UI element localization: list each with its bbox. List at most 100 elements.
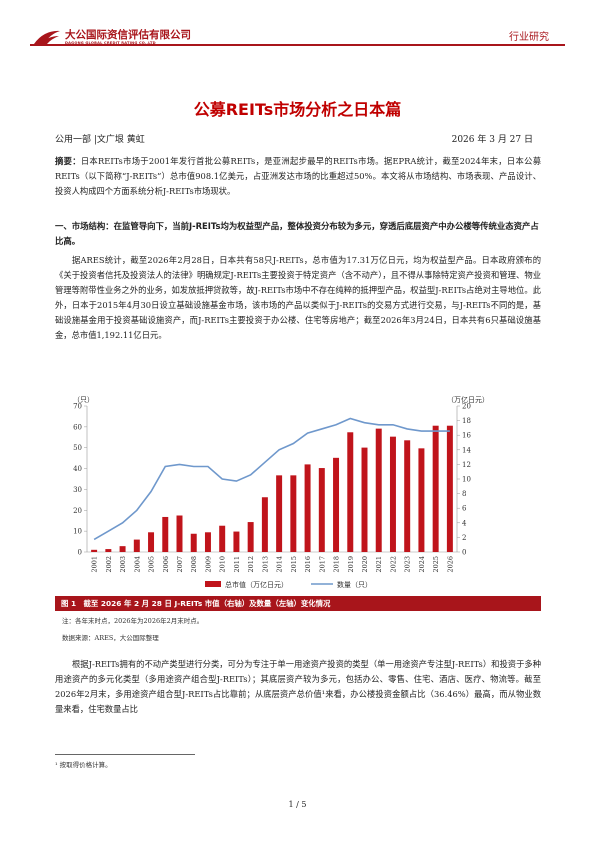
bar-market-cap	[404, 440, 411, 552]
legend-label-count: 数量（只）	[337, 580, 372, 589]
x-tick-label: 2010	[219, 556, 227, 573]
x-tick-label: 2019	[347, 556, 355, 573]
figure-caption: 图 1 截至 2026 年 2 月 28 日 J-REITs 市值（右轴）及数量…	[61, 599, 331, 608]
x-tick-label: 2026	[446, 556, 454, 573]
y-right-tick-label: 4	[462, 519, 467, 527]
chart-line	[93, 417, 450, 541]
logo-english-name: DAGONG GLOBAL CREDIT RATING CO.,LTD	[65, 41, 156, 45]
report-date: 2026 年 3 月 27 日	[451, 135, 533, 145]
section-heading: 一、市场结构：在监管导向下，当前J-REITs均为权益型产品，整体投资分布较为多…	[55, 221, 539, 246]
bar-market-cap	[190, 533, 197, 552]
y-right-tick-label: 16	[462, 432, 471, 440]
y-right-tick-label: 6	[462, 505, 467, 513]
bar-market-cap	[375, 428, 382, 552]
bar-market-cap	[290, 475, 297, 552]
page-number: 1 / 5	[288, 800, 307, 809]
x-tick-label: 2001	[91, 556, 99, 573]
bar-market-cap	[261, 497, 268, 552]
y-right-tick-label: 0	[462, 549, 466, 557]
bar-market-cap	[219, 525, 226, 552]
y-left-tick-label: 20	[73, 507, 82, 515]
bar-market-cap	[333, 457, 340, 552]
bar-market-cap	[276, 475, 283, 552]
x-tick-label: 2006	[162, 556, 170, 573]
bar-market-cap	[304, 464, 311, 552]
report-title: 公募REITs市场分析之日本篇	[193, 100, 402, 119]
abstract-text: 日本REITs市场于2001年发行首批公募REITs，是亚洲起步最早的REITs…	[55, 156, 541, 196]
body-paragraph-2: 根据J-REITs拥有的不动产类型进行分类，可分为专注于单一用途资产投资的类型（…	[55, 659, 541, 714]
legend-swatch-market-cap	[205, 581, 221, 587]
y-right-axis-label: （万亿日元）	[447, 395, 489, 404]
abstract: 摘要：日本REITs市场于2001年发行首批公募REITs，是亚洲起步最早的RE…	[55, 154, 541, 199]
bar-market-cap	[162, 516, 169, 552]
chart-axes: 0 10 20 30 40 50 60 70 0 2 4 6 8 10 12 14 16 18 20 （只） （万亿日元…	[73, 395, 489, 573]
x-tick-label: 2023	[404, 556, 412, 573]
y-left-axis-label: （只）	[73, 396, 94, 404]
bar-market-cap	[418, 448, 425, 552]
y-right-tick-label: 18	[462, 417, 471, 425]
bar-market-cap	[347, 432, 354, 552]
chart-legend: 总市值（万亿日元） 数量（只）	[205, 580, 372, 589]
y-right-tick-label: 20	[462, 403, 471, 411]
bar-market-cap	[91, 549, 98, 552]
line-reit-count	[93, 417, 450, 541]
report-category: 行业研究	[509, 32, 549, 43]
bar-market-cap	[233, 531, 240, 552]
x-tick-label: 2014	[276, 556, 284, 573]
x-tick-label: 2002	[105, 556, 113, 573]
y-left-tick-label: 10	[73, 528, 82, 536]
x-tick-label: 2024	[418, 556, 426, 573]
header-divider	[30, 44, 565, 46]
bar-market-cap	[361, 447, 368, 552]
x-tick-label: 2015	[290, 556, 298, 573]
bar-market-cap	[148, 532, 155, 552]
x-tick-label: 2013	[261, 556, 269, 573]
y-left-tick-label: 50	[73, 444, 82, 452]
bar-market-cap	[432, 425, 439, 552]
header-logo: 大公国际资信评估有限公司 DAGONG GLOBAL CREDIT RATING…	[32, 28, 191, 46]
bar-market-cap	[176, 515, 183, 552]
bar-market-cap	[446, 425, 453, 552]
y-right-tick-label: 14	[462, 446, 471, 454]
legend-label-market-cap: 总市值（万亿日元）	[225, 580, 288, 589]
footnote: ¹ 按取得价格计算。	[55, 761, 112, 769]
x-tick-label: 2025	[432, 556, 440, 573]
chart-bars	[91, 425, 453, 552]
dagong-logo-icon	[34, 30, 60, 44]
figure-caption-bar: 图 1 截至 2026 年 2 月 28 日 J-REITs 市值（右轴）及数量…	[55, 596, 541, 611]
x-tick-label: 2009	[204, 556, 212, 573]
y-left-tick-label: 70	[73, 403, 82, 411]
x-tick-label: 2008	[190, 556, 198, 573]
bar-market-cap	[204, 532, 211, 552]
bar-market-cap	[119, 546, 126, 552]
bar-market-cap	[318, 468, 325, 552]
byline: 公用一部 |文广垠 黄虹	[55, 135, 145, 145]
x-tick-label: 2022	[389, 556, 397, 573]
y-left-tick-label: 60	[73, 423, 82, 431]
footnote-divider	[55, 754, 195, 755]
body-paragraph-1: 据ARES统计，截至2026年2月28日，日本共有58只J-REITs，总市值为…	[55, 255, 541, 340]
y-right-tick-label: 2	[462, 534, 466, 542]
logo-chinese-name: 大公国际资信评估有限公司	[65, 29, 191, 41]
bar-market-cap	[105, 549, 112, 552]
y-right-tick-label: 12	[462, 461, 471, 469]
figure-source: 数据来源：ARES，大公国际整理	[62, 634, 159, 642]
x-tick-label: 2018	[333, 556, 341, 573]
x-tick-label: 2005	[148, 556, 156, 573]
x-tick-label: 2007	[176, 556, 184, 573]
x-tick-label: 2021	[375, 556, 383, 573]
figure-note: 注：各年末时点，2026年为2026年2月末时点。	[62, 617, 204, 625]
x-tick-label: 2020	[361, 556, 369, 573]
x-tick-label: 2004	[133, 556, 141, 573]
x-tick-label: 2011	[233, 556, 241, 573]
bar-market-cap	[389, 436, 396, 552]
y-right-tick-label: 10	[462, 476, 471, 484]
y-right-tick-label: 8	[462, 490, 466, 498]
abstract-label: 摘要：	[55, 156, 81, 166]
x-tick-label: 2003	[119, 556, 127, 573]
y-left-tick-label: 30	[73, 486, 82, 494]
x-tick-label: 2012	[247, 556, 255, 573]
bar-market-cap	[247, 522, 254, 552]
y-left-tick-label: 40	[73, 465, 82, 473]
x-tick-label: 2016	[304, 556, 312, 573]
